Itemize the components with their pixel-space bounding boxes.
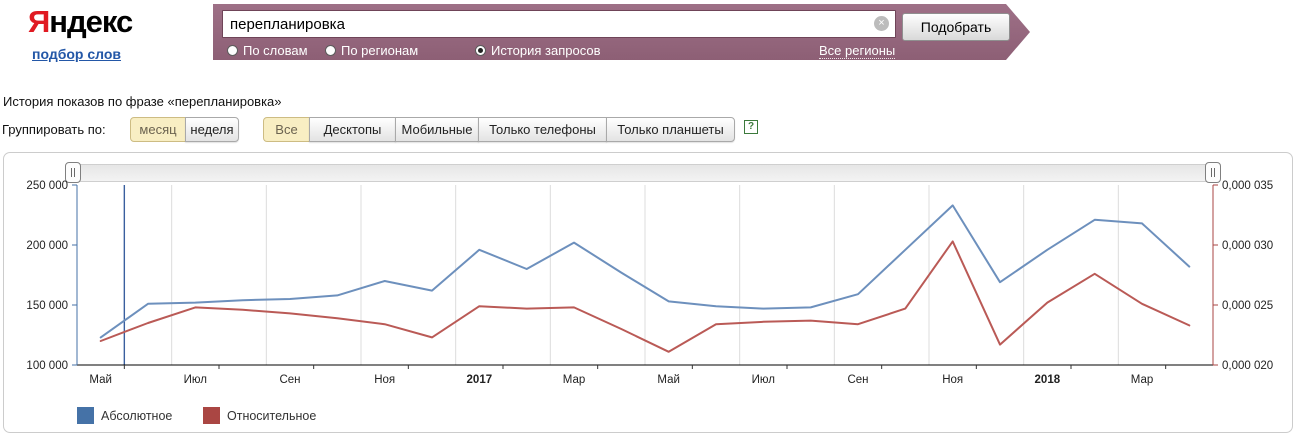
x-axis-label: Май (89, 374, 112, 386)
range-slider-right-handle[interactable] (1205, 162, 1221, 183)
series-line-absolute (99, 204, 1191, 339)
all-regions-link[interactable]: Все регионы (819, 43, 896, 58)
tab-phones-only[interactable]: Только телефоны (478, 117, 607, 142)
relative-series-swatch (203, 407, 220, 424)
groupby-week-button[interactable]: неделя (185, 117, 239, 142)
x-axis-label: Июл (752, 374, 775, 386)
legend-item-relative[interactable]: Относительное (203, 407, 316, 424)
series-line-relative (99, 240, 1191, 353)
mode-radio-by-regions[interactable]: По регионам (325, 42, 418, 58)
x-axis-label: Мар (563, 374, 586, 386)
tab-all[interactable]: Все (263, 117, 310, 142)
search-field: × (222, 10, 896, 38)
x-axis-label: Июл (184, 374, 207, 386)
x-axis-label: 2018 (1035, 374, 1061, 386)
search-bar: × Подобрать По словам По регионам Истори… (213, 4, 1030, 60)
tab-tablets-only[interactable]: Только планшеты (606, 117, 735, 142)
legend-label: Абсолютное (101, 408, 173, 423)
help-icon[interactable]: ? (744, 120, 758, 134)
right-axis-label: 0,000 035 (1222, 180, 1273, 192)
radio-icon (325, 45, 336, 56)
mode-radio-history[interactable]: История запросов (475, 42, 601, 58)
left-axis-label: 200 000 (26, 240, 68, 252)
right-axis-label: 0,000 020 (1222, 360, 1273, 372)
x-axis-label: Май (657, 374, 680, 386)
groupby-month-button[interactable]: месяц (130, 117, 186, 142)
search-input[interactable] (223, 11, 895, 37)
right-axis-label: 0,000 030 (1222, 240, 1273, 252)
yandex-logo[interactable]: Яндекс (28, 4, 133, 40)
tab-mobile[interactable]: Мобильные (395, 117, 479, 142)
legend-item-absolute[interactable]: Абсолютное (77, 407, 172, 424)
absolute-series-swatch (77, 407, 94, 424)
chart-container: 250 000 200 000 150 000 100 000 0,000 035 0,0… (3, 152, 1293, 433)
tab-desktops[interactable]: Десктопы (309, 117, 396, 142)
x-axis-label: Ноя (942, 374, 963, 386)
mode-label: По регионам (341, 42, 419, 58)
clear-search-icon[interactable]: × (874, 16, 889, 31)
legend-label: Относительное (227, 408, 317, 423)
radio-icon (475, 45, 486, 56)
trend-chart: 250 000 200 000 150 000 100 000 0,000 035 0,0… (26, 180, 1273, 386)
radio-icon (227, 45, 238, 56)
x-axis-label: Мар (1131, 374, 1154, 386)
right-axis-label: 0,000 025 (1222, 300, 1273, 312)
logo-letter-ya: Я (28, 4, 50, 39)
mode-radio-by-words[interactable]: По словам (227, 42, 308, 58)
left-axis-label: 250 000 (26, 180, 68, 192)
range-slider-left-handle[interactable] (65, 162, 81, 183)
x-axis-label: Сен (279, 374, 300, 386)
left-axis-label: 100 000 (26, 360, 68, 372)
left-axis-label: 150 000 (26, 300, 68, 312)
wordstat-home-link[interactable]: подбор слов (32, 46, 122, 62)
x-axis-label: Ноя (374, 374, 395, 386)
x-axis-label: 2017 (467, 374, 493, 386)
logo-letters-rest: ндекс (49, 4, 133, 39)
x-axis-label: Сен (847, 374, 868, 386)
mode-label: История запросов (491, 42, 601, 58)
mode-label: По словам (243, 42, 308, 58)
page-title: История показов по фразе «перепланировка… (3, 94, 282, 109)
groupby-label: Группировать по: (2, 122, 106, 137)
submit-button[interactable]: Подобрать (902, 13, 1010, 41)
